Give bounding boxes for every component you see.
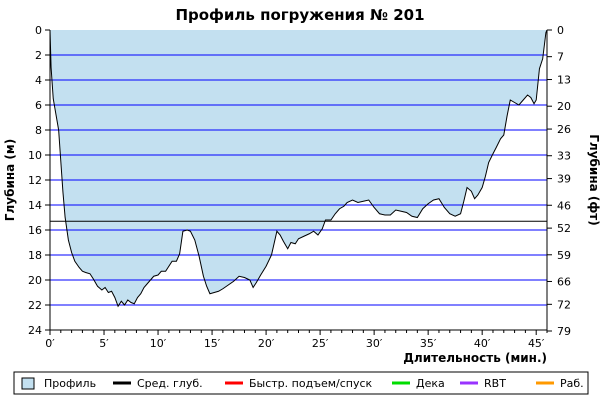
grid-layer [50,54,547,306]
right-tick-label: 79 [557,325,571,338]
right-tick-label: 59 [557,249,571,262]
right-tick-label: 13 [557,74,571,87]
x-tick-label: 5′ [99,337,109,350]
right-tick-label: 39 [557,173,571,186]
right-tick-label: 26 [557,123,571,136]
left-tick-label: 10 [28,149,42,162]
right-tick-label: 33 [557,150,571,163]
legend-item: Раб. [536,377,584,390]
legend-label: Раб. [560,377,584,390]
legend-label: Сред. глуб. [137,377,203,390]
left-tick-label: 2 [35,49,42,62]
profile-area [50,30,547,307]
profile-line-layer [49,29,548,308]
left-tick-label: 24 [28,324,42,337]
legend-label: Профиль [44,377,96,390]
right-axis-label: Глубина (фт) [587,134,600,225]
left-tick-label: 12 [28,174,42,187]
x-tick-label: 10′ [150,337,167,350]
left-tick-label: 18 [28,249,42,262]
legend-box [13,371,589,395]
legend-item: RBT [460,377,506,390]
legend-item: Быстр. подъем/спуск [225,377,373,390]
x-tick-label: 35′ [420,337,437,350]
x-tick-label: 15′ [204,337,221,350]
legend-item: Профиль [21,377,96,390]
legend-label: Дека [416,377,445,390]
left-tick-label: 4 [35,74,42,87]
legend-item: Сред. глуб. [113,377,203,390]
left-tick-label: 14 [28,199,42,212]
right-tick-label: 46 [557,199,571,212]
profile-line [49,29,548,308]
left-tick-label: 8 [35,124,42,137]
x-tick-label: 40′ [474,337,491,350]
left-tick-label: 16 [28,224,42,237]
x-axis-label: Длительность (мин.) [403,351,547,365]
legend-label: Быстр. подъем/спуск [249,377,373,390]
legend-item: Дека [392,377,445,390]
chart-title: Профиль погружения № 201 [175,6,424,24]
legend-label: RBT [484,377,506,390]
x-tick-label: 20′ [258,337,275,350]
left-tick-label: 0 [35,24,42,37]
left-tick-label: 20 [28,274,42,287]
profile-area-layer [50,30,547,307]
right-tick-label: 20 [557,100,571,113]
right-tick-label: 66 [557,275,571,288]
right-tick-label: 72 [557,298,571,311]
left-tick-label: 6 [35,99,42,112]
left-tick-label: 22 [28,299,42,312]
left-axis-label: Глубина (м) [3,139,17,221]
x-tick-label: 30′ [366,337,383,350]
right-tick-label: 52 [557,222,571,235]
right-tick-label: 7 [557,51,564,64]
legend-swatch [21,377,35,390]
x-tick-label: 45′ [528,337,545,350]
right-tick-label: 0 [557,24,564,37]
x-tick-label: 25′ [312,337,329,350]
legend: Профиль Сред. глуб. Быстр. подъем/спуск Дек… [21,377,584,390]
right-axis-ticks: 0 7 13 20 26 33 39 46 52 59 66 72 79 [547,24,571,338]
x-axis-ticks: 0′ 5′ 10′ 15′ 20′ 25′ 30′ 35′ 40′ 45′ [45,330,548,350]
x-tick-label: 0′ [45,337,55,350]
